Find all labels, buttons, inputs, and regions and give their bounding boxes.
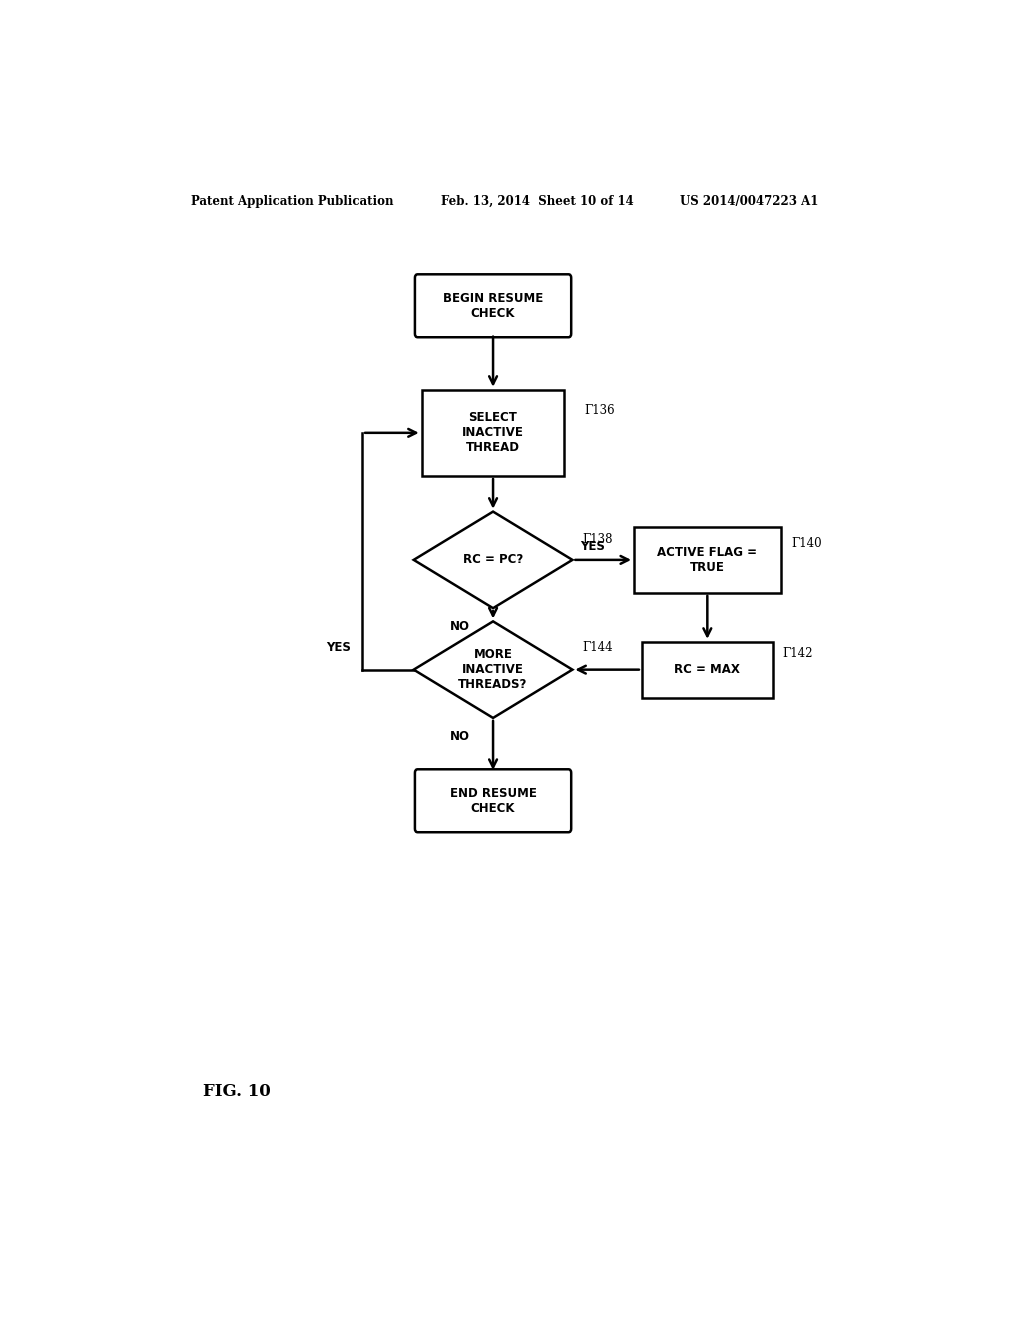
Text: Feb. 13, 2014  Sheet 10 of 14: Feb. 13, 2014 Sheet 10 of 14 (441, 194, 634, 207)
Text: NO: NO (450, 620, 469, 634)
Polygon shape (414, 622, 572, 718)
Text: SELECT
INACTIVE
THREAD: SELECT INACTIVE THREAD (462, 412, 524, 454)
Text: US 2014/0047223 A1: US 2014/0047223 A1 (680, 194, 818, 207)
Text: Γ136: Γ136 (585, 404, 615, 417)
Bar (634, 527, 780, 593)
Text: BEGIN RESUME
CHECK: BEGIN RESUME CHECK (443, 292, 543, 319)
Text: FIG. 10: FIG. 10 (204, 1082, 271, 1100)
Text: RC = PC?: RC = PC? (463, 553, 523, 566)
Bar (642, 642, 773, 697)
Text: MORE
INACTIVE
THREADS?: MORE INACTIVE THREADS? (459, 648, 527, 692)
Text: YES: YES (327, 640, 351, 653)
Text: NO: NO (450, 730, 469, 743)
Text: Γ138: Γ138 (582, 533, 612, 546)
FancyBboxPatch shape (415, 770, 571, 832)
Text: Γ142: Γ142 (782, 647, 812, 660)
Text: Γ140: Γ140 (792, 537, 822, 550)
Text: RC = MAX: RC = MAX (675, 663, 740, 676)
Text: Patent Application Publication: Patent Application Publication (191, 194, 394, 207)
Text: END RESUME
CHECK: END RESUME CHECK (450, 787, 537, 814)
Bar (422, 389, 564, 477)
Text: Γ144: Γ144 (582, 640, 612, 653)
FancyBboxPatch shape (415, 275, 571, 337)
Polygon shape (414, 512, 572, 609)
Text: ACTIVE FLAG =
TRUE: ACTIVE FLAG = TRUE (657, 546, 758, 574)
Text: YES: YES (581, 540, 605, 553)
